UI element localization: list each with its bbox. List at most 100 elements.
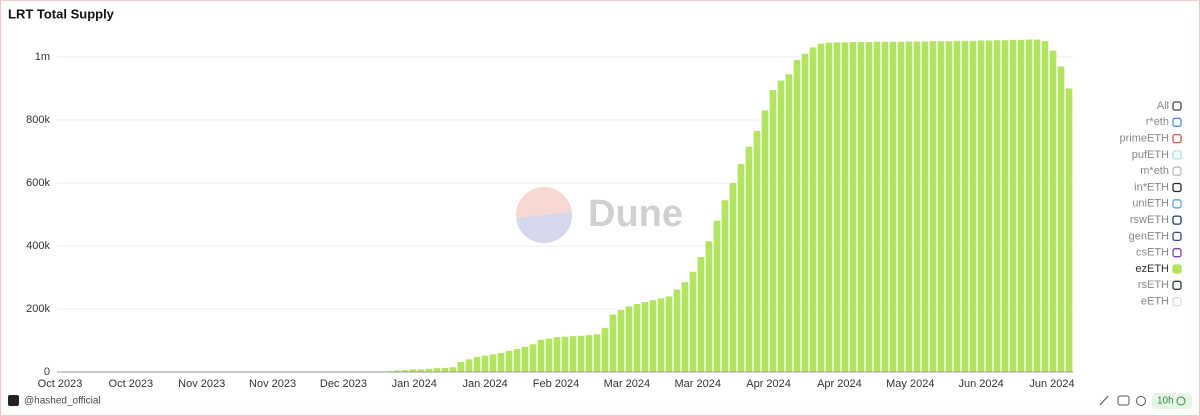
legend-label[interactable]: csETH xyxy=(1136,247,1169,259)
x-tick-label: Oct 2023 xyxy=(38,378,83,390)
bar xyxy=(761,110,769,373)
bar xyxy=(569,336,577,372)
bar xyxy=(401,370,409,372)
x-tick-label: Nov 2023 xyxy=(249,378,296,390)
legend-swatch[interactable] xyxy=(1172,101,1182,111)
author[interactable]: @hashed_official xyxy=(24,396,101,407)
y-tick-label: 400k xyxy=(26,240,50,252)
bar xyxy=(521,346,529,372)
bar xyxy=(953,40,961,373)
bar xyxy=(409,369,417,372)
bar xyxy=(1033,39,1041,372)
watermark: Dune xyxy=(516,187,683,244)
bar xyxy=(641,302,649,372)
bar xyxy=(1065,88,1073,372)
bar xyxy=(577,335,585,372)
legend-label[interactable]: rswETH xyxy=(1130,214,1169,226)
bar xyxy=(793,60,801,372)
x-tick-label: Apr 2024 xyxy=(746,378,791,390)
bar xyxy=(441,367,449,372)
bar xyxy=(897,41,905,373)
bar xyxy=(689,271,697,372)
legend-label[interactable]: ezETH xyxy=(1135,263,1169,275)
bar xyxy=(977,40,985,373)
legend-label[interactable]: pufETH xyxy=(1132,149,1169,161)
bar xyxy=(785,74,793,373)
bar xyxy=(913,41,921,373)
watermark-text: Dune xyxy=(588,193,683,235)
bar xyxy=(593,334,601,372)
legend-label[interactable]: in*ETH xyxy=(1134,181,1169,193)
bar xyxy=(1049,50,1057,373)
watermark-logo xyxy=(516,212,573,244)
x-tick-label: Mar 2024 xyxy=(674,378,720,390)
x-tick-label: Dec 2023 xyxy=(320,378,367,390)
legend-swatch[interactable] xyxy=(1172,280,1182,290)
bar xyxy=(929,41,937,373)
ok-icon xyxy=(1176,396,1186,406)
y-tick-label: 0 xyxy=(44,366,50,378)
legend-swatch[interactable] xyxy=(1172,231,1182,242)
x-tick-label: Jan 2024 xyxy=(463,378,508,390)
bar xyxy=(817,43,825,373)
legend-swatch[interactable] xyxy=(1172,166,1182,176)
bar xyxy=(473,356,481,372)
bar xyxy=(649,300,657,372)
bar xyxy=(721,200,729,372)
legend-label[interactable]: primeETH xyxy=(1119,133,1169,145)
legend-swatch[interactable] xyxy=(1172,264,1182,274)
refresh-icon[interactable] xyxy=(1136,396,1146,406)
bar xyxy=(457,361,465,372)
x-tick-label: Mar 2024 xyxy=(604,378,650,390)
bar xyxy=(601,327,609,372)
legend-label[interactable]: All xyxy=(1157,100,1169,112)
bar xyxy=(633,303,641,372)
bar xyxy=(881,41,889,373)
legend-label[interactable]: r*eth xyxy=(1146,116,1169,128)
bar xyxy=(889,41,897,373)
x-tick-label: Oct 2023 xyxy=(109,378,154,390)
bar xyxy=(1041,41,1049,373)
bar xyxy=(873,41,881,373)
legend-label[interactable]: m*eth xyxy=(1140,165,1169,177)
bar xyxy=(865,42,873,373)
legend-label[interactable]: genETH xyxy=(1129,230,1169,242)
legend-swatch[interactable] xyxy=(1172,248,1182,258)
bar xyxy=(489,354,497,372)
legend-swatch[interactable] xyxy=(1172,182,1182,193)
bar xyxy=(561,336,569,372)
bar xyxy=(1057,66,1065,372)
bar xyxy=(673,289,681,372)
x-tick-label: Jun 2024 xyxy=(1029,378,1074,390)
legend-swatch[interactable] xyxy=(1172,296,1182,307)
bar xyxy=(505,350,513,372)
camera-icon[interactable] xyxy=(1117,395,1130,406)
bar xyxy=(745,146,753,372)
legend-swatch[interactable] xyxy=(1172,215,1182,225)
bar xyxy=(617,309,625,372)
y-tick-label: 800k xyxy=(26,114,50,126)
bar xyxy=(481,355,489,372)
bar xyxy=(905,41,913,373)
footer: @hashed_official 10h xyxy=(8,393,1192,409)
bar xyxy=(841,42,849,373)
legend-label[interactable]: eETH xyxy=(1141,296,1169,308)
legend-swatch[interactable] xyxy=(1172,133,1182,144)
x-tick-label: Jun 2024 xyxy=(959,378,1004,390)
legend-label[interactable]: uniETH xyxy=(1132,198,1169,210)
bar xyxy=(609,314,617,372)
legend-label[interactable]: rsETH xyxy=(1138,279,1169,291)
legend-swatch[interactable] xyxy=(1172,150,1182,160)
bar xyxy=(769,89,777,372)
bar xyxy=(937,41,945,373)
bar xyxy=(993,40,1001,373)
bar xyxy=(697,256,705,372)
legend-swatch[interactable] xyxy=(1172,117,1182,127)
x-tick-label: Nov 2023 xyxy=(178,378,225,390)
bar xyxy=(425,368,433,372)
bar xyxy=(449,367,457,372)
share-icon[interactable] xyxy=(1099,395,1109,406)
y-tick-label: 600k xyxy=(26,177,50,189)
legend-swatch[interactable] xyxy=(1172,199,1182,209)
